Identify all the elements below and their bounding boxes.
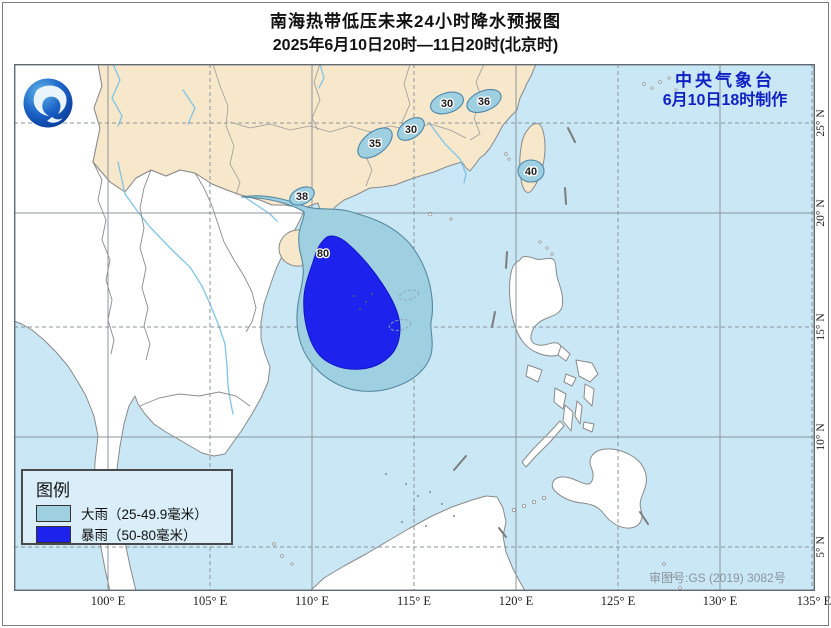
rain-oval-central-guangdong (397, 117, 425, 141)
rain-oval-leizhou (289, 186, 315, 206)
luzon (509, 256, 564, 357)
rain-oval-south-taiwan (517, 159, 545, 183)
rain-value: 30 (441, 98, 453, 110)
reef-outlines (388, 289, 420, 331)
pearl-river (429, 123, 467, 184)
rain-oval-fujian (466, 88, 502, 114)
panay (553, 387, 567, 410)
cma-logo (23, 78, 73, 128)
heavy-rain-label: 大雨（25-49.9毫米） (81, 507, 208, 522)
rain-value: 36 (478, 96, 490, 108)
heavy-rain-swatch (36, 504, 71, 522)
lon-label: 110° E (294, 594, 330, 608)
rain-oval-west-guangdong (357, 127, 393, 159)
paracel-islets (353, 293, 373, 310)
myanmar-thailand-border (92, 161, 115, 355)
leyte (583, 383, 595, 407)
rainstorm-swatch (36, 525, 71, 543)
legend-box: 图例 大雨（25-49.9毫米） 暴雨（50-80毫米） (21, 469, 233, 545)
mindoro (525, 364, 543, 383)
country-borders (92, 161, 257, 407)
lat-label: 25° N (815, 109, 827, 137)
talaud-islands (662, 562, 666, 566)
masbate (563, 373, 577, 387)
lon-label: 120° E (498, 594, 534, 608)
cma-swirl-tail (47, 117, 63, 123)
page-title: 南海热带低压未来24小时降水预报图 (270, 12, 561, 31)
negros (562, 404, 574, 432)
cambodia-border (139, 391, 251, 407)
legend-row-rainstorm: 暴雨（50-80毫米） (36, 525, 231, 543)
rivers (111, 63, 467, 415)
cma-swirl (33, 85, 67, 116)
credit-block: 中央气象台 6月10日18时制作 (636, 71, 814, 111)
mainland-china (92, 63, 537, 228)
natuna-islands (272, 542, 276, 546)
lon-label: 115° E (396, 594, 432, 608)
legend-row-heavy-rain: 大雨（25-49.9毫米） (36, 504, 231, 522)
graticule (14, 64, 815, 591)
rain-ovals (289, 88, 545, 206)
penghu-islands (504, 152, 508, 156)
ryukyu-islands (642, 82, 646, 86)
province-borders (212, 63, 485, 196)
spratly-islets (385, 473, 455, 527)
foreign-land (13, 63, 647, 592)
agency-name: 中央气象台 (675, 71, 775, 90)
mindanao (551, 448, 647, 529)
lat-label: 5° N (815, 536, 827, 558)
page-subtitle: 2025年6月10日20时—11日20时(北京时) (272, 37, 559, 54)
mekong-river (117, 161, 234, 415)
rainstorm-area (303, 235, 401, 370)
map-frame (13, 63, 816, 592)
rain-oval-north-guangdong (429, 91, 465, 115)
vietnam-laos-border (194, 172, 257, 333)
bohol (582, 421, 595, 433)
lon-label: 105° E (192, 594, 228, 608)
rain-value: 80 (317, 248, 329, 260)
lon-label: 130° E (702, 594, 738, 608)
cebu (574, 400, 583, 425)
lon-label: 100° E (90, 594, 126, 608)
rain-value: 30 (405, 124, 417, 136)
rainstorm-label: 暴雨（50-80毫米） (81, 528, 197, 543)
lat-label: 10° N (815, 423, 827, 451)
bicol-tail (557, 345, 571, 362)
rain-value-labels: 38 35 30 30 36 40 80 (295, 95, 539, 262)
palawan (521, 420, 565, 468)
issue-time: 6月10日18时制作 (662, 92, 788, 109)
legend-title: 图例 (36, 481, 70, 500)
lat-label: 15° N (815, 313, 827, 341)
lon-label: 135° E (796, 594, 831, 608)
lat-label: 20° N (815, 199, 827, 227)
laos-thailand-border (139, 169, 152, 361)
samar (575, 359, 599, 383)
rain-value: 40 (525, 166, 537, 178)
lon-label: 125° E (600, 594, 636, 608)
rain-value: 38 (296, 191, 308, 203)
small-islands (272, 76, 682, 590)
rain-value: 35 (369, 138, 381, 150)
nine-dash-line (453, 127, 649, 538)
batanes-islands (538, 240, 542, 244)
map-license: 审图号:GS (2019) 3082号 (649, 571, 786, 585)
red-river (245, 197, 278, 222)
borneo (309, 495, 526, 592)
